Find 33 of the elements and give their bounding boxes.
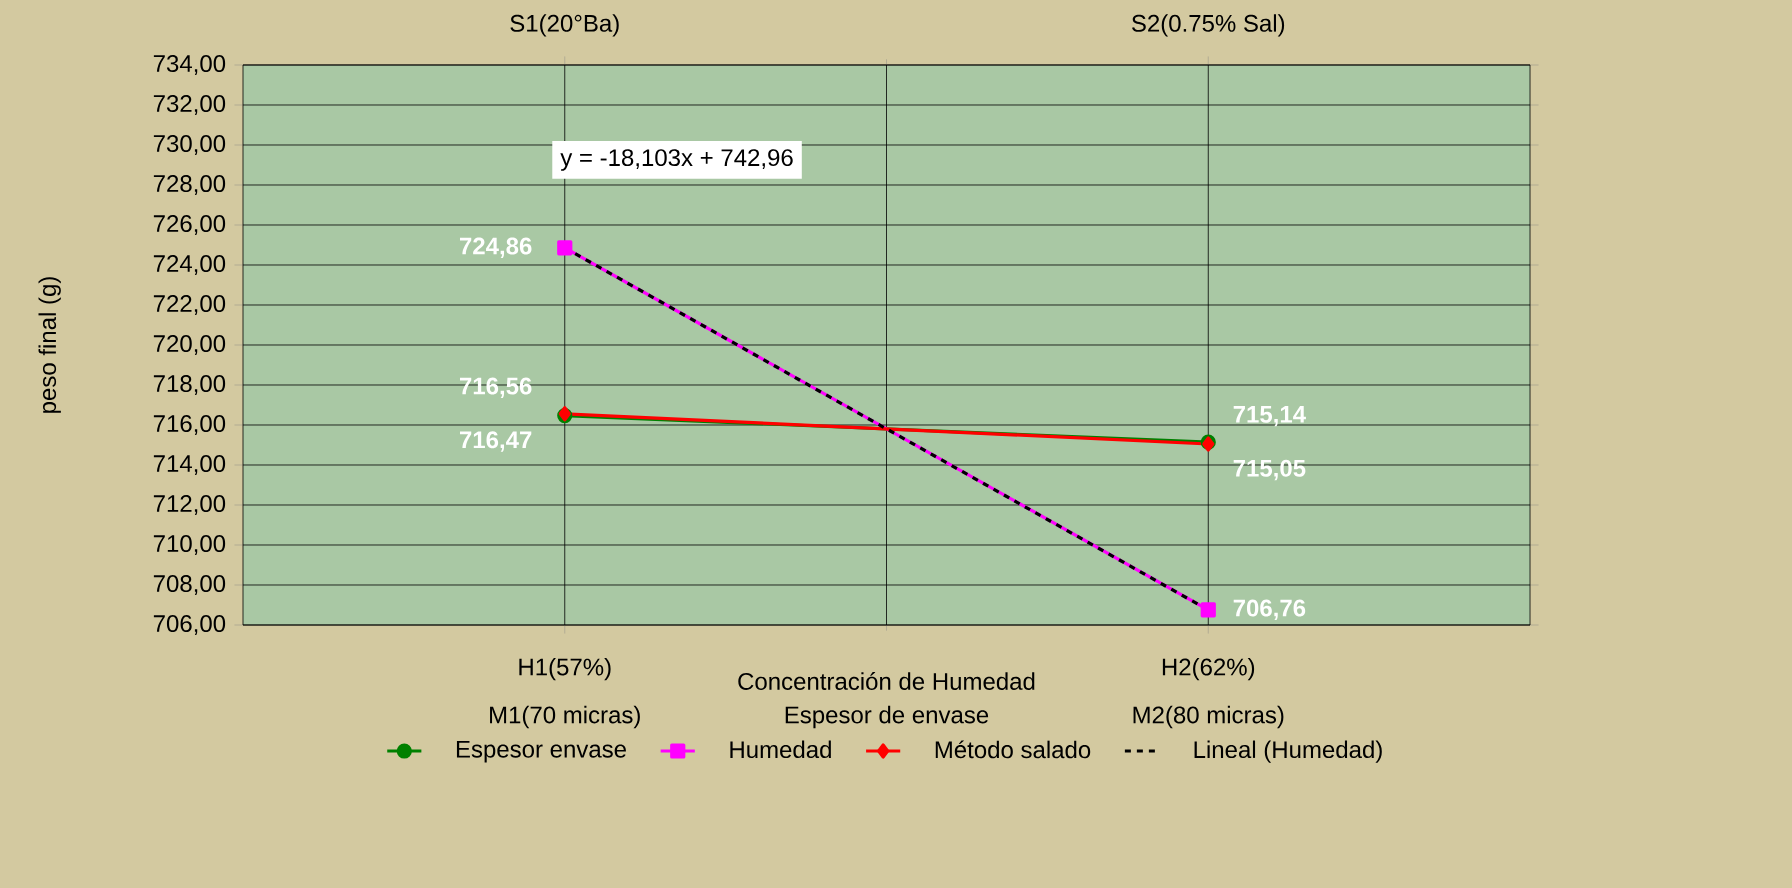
- text: S1(20°Ba): [510, 14, 619, 37]
- y-tick-label: 734,00: [153, 55, 226, 75]
- text: M1(70 micras): [490, 705, 640, 729]
- y-tick-label: 714,00: [153, 455, 226, 475]
- annotation: y = -18,103x + 742,96: [560, 149, 793, 171]
- y-tick-label: 730,00: [153, 135, 226, 155]
- y-tick-label: 706,00: [153, 615, 226, 635]
- x-tick-label: H2(62%): [1162, 657, 1255, 681]
- legend-label: Humedad: [730, 740, 831, 759]
- y-tick-label: 728,00: [153, 175, 226, 195]
- text: M2(80 micras): [1133, 705, 1284, 729]
- data-label: 706,76: [1233, 599, 1306, 621]
- data-label: 716,47: [459, 431, 532, 452]
- x-axis-title: Concentración de Humedad: [738, 672, 1035, 690]
- legend-label: Método salado: [935, 740, 1091, 759]
- y-tick-label: 718,00: [153, 375, 226, 395]
- y-tick-label: 724,00: [153, 255, 226, 275]
- x-tick-label: H1(57%): [519, 657, 611, 681]
- y-tick-label: 720,00: [153, 335, 226, 355]
- y-tick-label: 726,00: [153, 215, 226, 235]
- y-tick-label: 716,00: [153, 415, 226, 435]
- legend-label: Lineal (Humedad): [1194, 740, 1382, 763]
- data-label: 724,86: [459, 237, 532, 259]
- data-label: 715,14: [1233, 406, 1306, 427]
- y-tick-label: 708,00: [153, 575, 226, 595]
- y-axis-title: peso final (g): [38, 277, 61, 413]
- y-tick-label: 710,00: [153, 535, 226, 555]
- y-tick-label: 712,00: [153, 495, 226, 515]
- text: S2(0.75% Sal): [1131, 14, 1285, 37]
- legend-label: Espesor envase: [456, 740, 626, 763]
- y-tick-label: 722,00: [153, 295, 226, 315]
- text: Espesor de envase: [785, 705, 989, 729]
- y-tick-label: 732,00: [153, 95, 226, 115]
